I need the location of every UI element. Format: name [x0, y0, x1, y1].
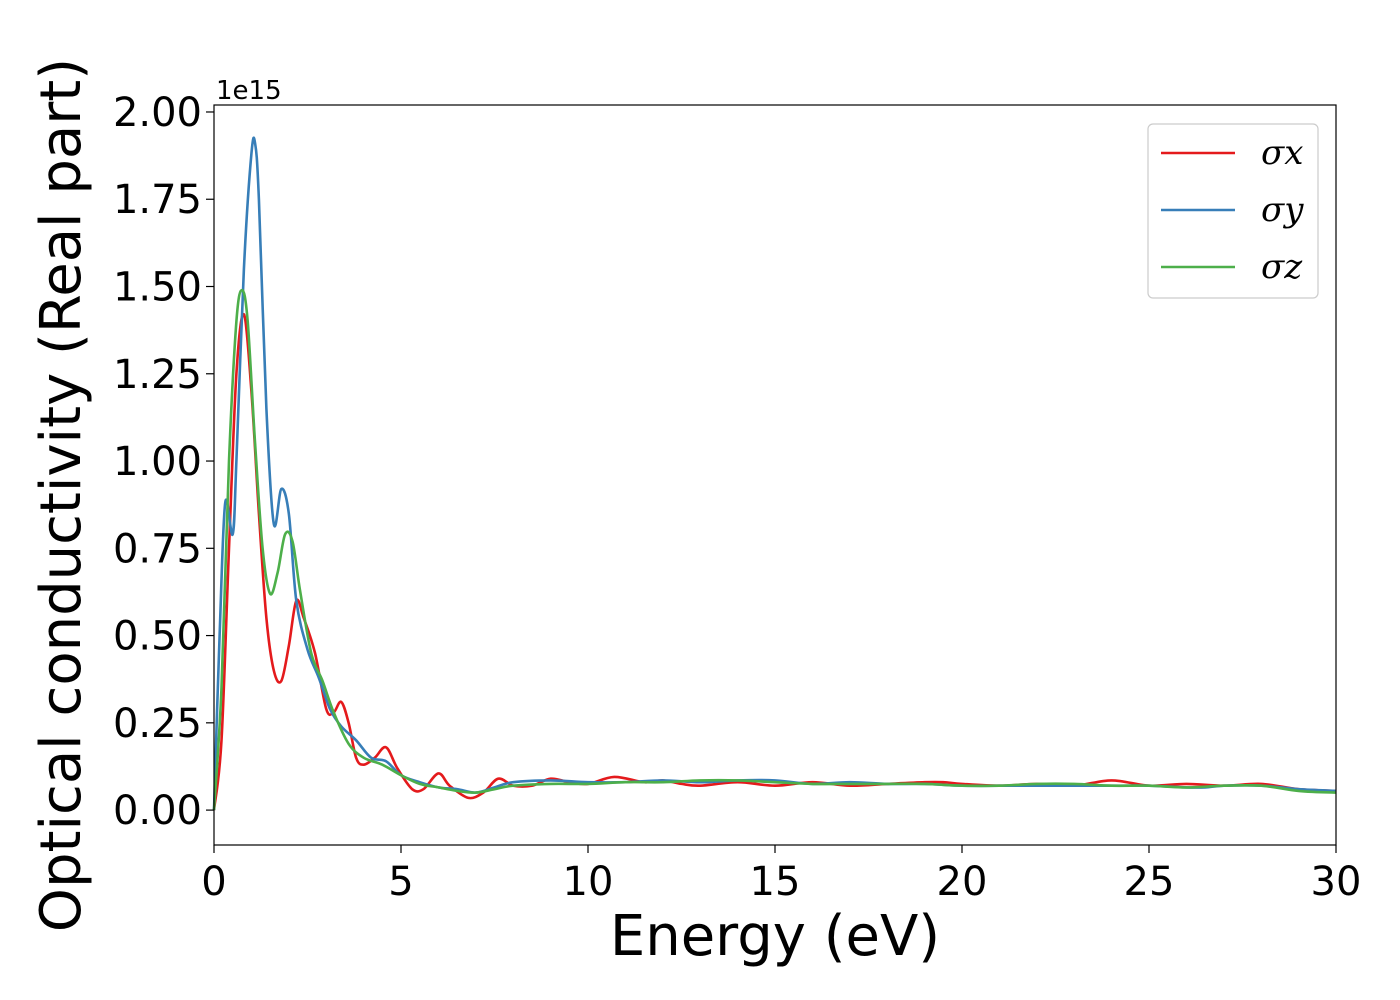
y-tick-label: 0.50: [113, 614, 202, 660]
series-line-2: [212, 288, 1337, 811]
series-line-0: [212, 313, 1337, 811]
x-tick-label: 10: [563, 859, 614, 905]
y-tick-label: 1.50: [113, 265, 202, 311]
x-tick-label: 0: [201, 859, 226, 905]
legend-label-1: σy: [1261, 190, 1304, 230]
x-tick-label: 30: [1311, 859, 1362, 905]
y-axis-offset-label: 1e15: [216, 76, 282, 106]
y-tick-label: 1.00: [113, 439, 202, 485]
legend: σx σy σz: [1147, 123, 1319, 299]
y-axis-label: Optical conductivity (Real part): [29, 58, 94, 932]
series-layer: [212, 136, 1337, 811]
legend-label-0: σx: [1261, 133, 1303, 173]
y-tick-label: 0.00: [113, 788, 202, 834]
x-tick-label: 25: [1124, 859, 1175, 905]
y-tick-label: 0.75: [113, 526, 202, 572]
x-tick-label: 20: [937, 859, 988, 905]
legend-label-2: σz: [1261, 247, 1303, 287]
y-tick-label: 1.25: [113, 352, 202, 398]
x-tick-label: 5: [388, 859, 413, 905]
x-tick-label: 15: [750, 859, 801, 905]
y-axis: 0.00 0.25 0.50 0.75 1.00 1.25 1.50 1.75 2.00: [113, 90, 214, 834]
x-axis-label: Energy (eV): [610, 904, 940, 969]
y-tick-label: 0.25: [113, 701, 202, 747]
x-axis: 0 5 10 15 20 25 30: [201, 845, 1361, 905]
y-tick-label: 1.75: [113, 177, 202, 223]
y-tick-label: 2.00: [113, 90, 202, 136]
